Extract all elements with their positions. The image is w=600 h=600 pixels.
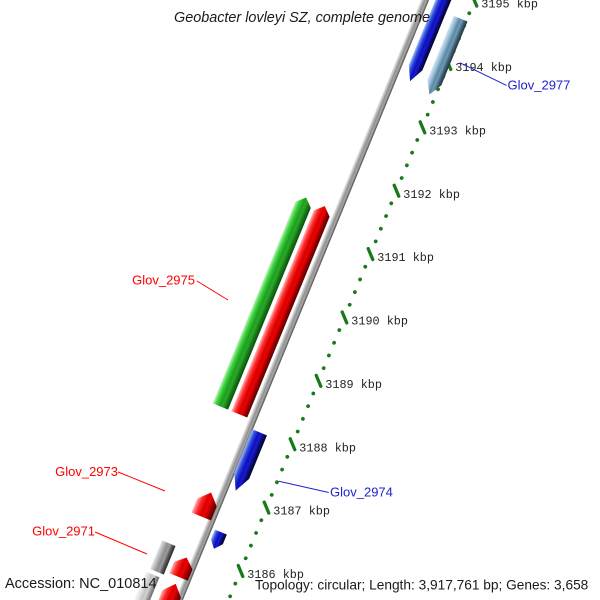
svg-text:3190 kbp: 3190 kbp — [351, 315, 408, 329]
svg-text:3194 kbp: 3194 kbp — [455, 61, 512, 75]
svg-text:Glov_2975: Glov_2975 — [132, 273, 195, 288]
svg-text:Glov_2973: Glov_2973 — [55, 464, 118, 479]
svg-text:Accession: NC_010814: Accession: NC_010814 — [5, 576, 157, 592]
svg-text:3189 kbp: 3189 kbp — [325, 378, 382, 392]
svg-text:Geobacter lovleyi SZ, complete: Geobacter lovleyi SZ, complete genome — [174, 10, 430, 26]
svg-text:Glov_2971: Glov_2971 — [32, 524, 95, 539]
svg-text:3195 kbp: 3195 kbp — [481, 0, 538, 12]
svg-text:Topology: circular; Length: 3,: Topology: circular; Length: 3,917,761 bp… — [255, 578, 589, 593]
svg-text:Glov_2977: Glov_2977 — [508, 78, 571, 93]
svg-text:3188 kbp: 3188 kbp — [299, 441, 356, 455]
svg-text:3192 kbp: 3192 kbp — [403, 188, 460, 202]
svg-text:3187 kbp: 3187 kbp — [273, 505, 330, 519]
svg-text:Glov_2974: Glov_2974 — [330, 485, 393, 500]
svg-text:3191 kbp: 3191 kbp — [377, 251, 434, 265]
svg-text:3193 kbp: 3193 kbp — [429, 125, 486, 139]
